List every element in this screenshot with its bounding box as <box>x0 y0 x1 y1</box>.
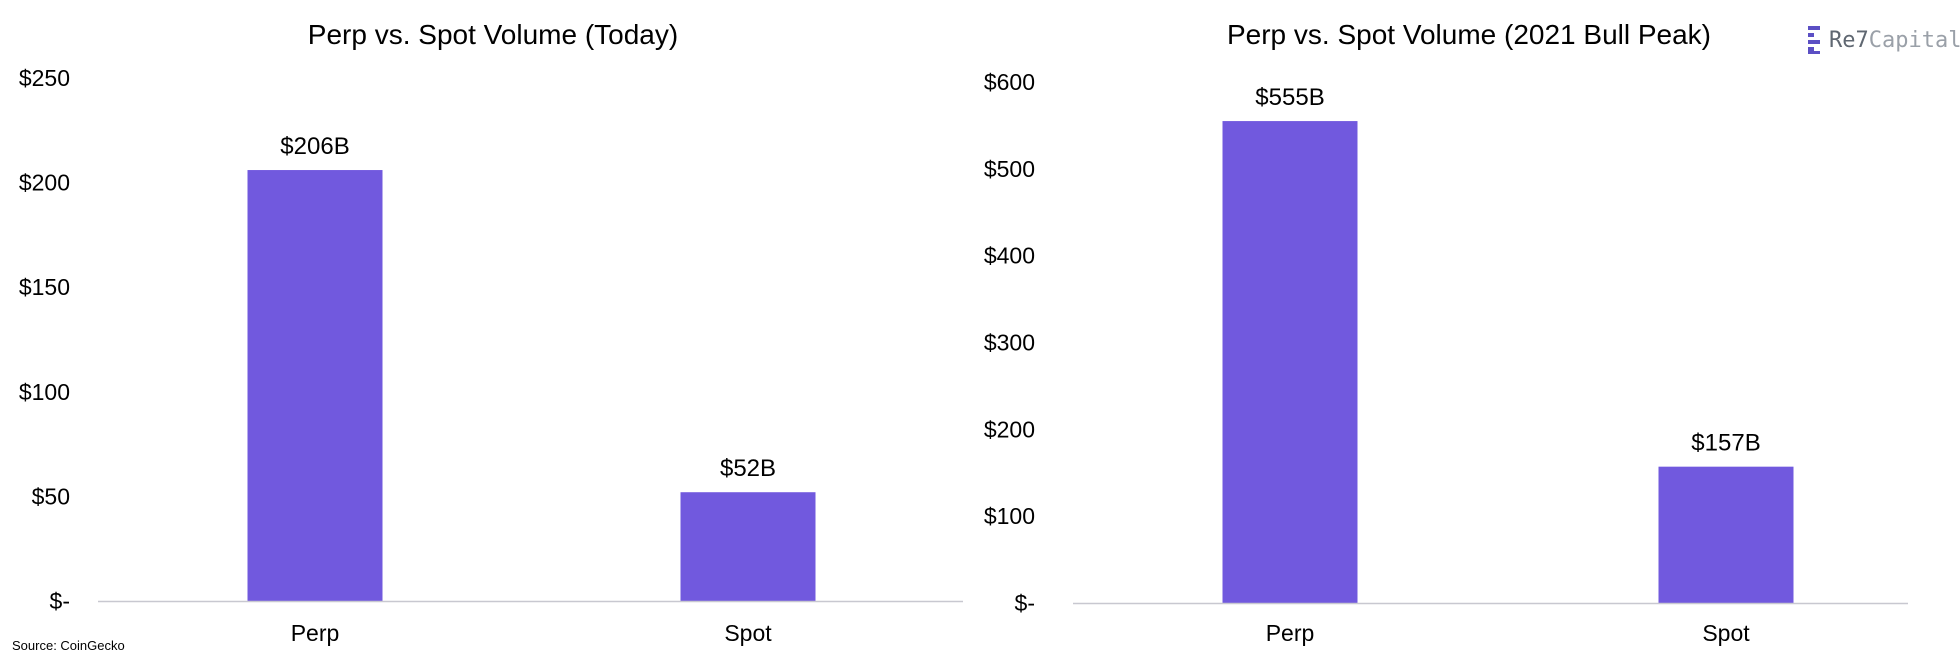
logo-text-capital: Capital <box>1868 27 1960 53</box>
brand-logo: Re7 Capital <box>1805 25 1960 55</box>
logo-text-re7: Re7 <box>1829 27 1869 53</box>
source-note: Source: CoinGecko <box>12 638 125 653</box>
chart-1-y-tick-label: $100 <box>19 379 70 405</box>
chart-2-y-tick-label: $300 <box>984 330 1035 356</box>
chart-1-y-tick-label: $50 <box>32 483 70 509</box>
chart-1-y-tick-label: $- <box>50 588 70 614</box>
chart-1-title: Perp vs. Spot Volume (Today) <box>308 19 678 50</box>
chart-2-x-tick-label: Spot <box>1702 620 1750 646</box>
chart-2-data-label: $555B <box>1255 84 1324 111</box>
chart-2-y-tick-label: $- <box>1015 590 1035 616</box>
chart-1-x-tick-label: Spot <box>724 620 772 646</box>
chart-1-y-tick-label: $200 <box>19 170 70 196</box>
chart-2-y-tick-label: $400 <box>984 243 1035 269</box>
chart-2-title: Perp vs. Spot Volume (2021 Bull Peak) <box>1227 19 1711 50</box>
chart-2-y-tick-label: $100 <box>984 503 1035 529</box>
re7-logo-icon <box>1808 26 1820 54</box>
chart-1-bar-perp <box>247 170 383 601</box>
chart-2-y-tick-label: $600 <box>984 69 1035 95</box>
chart-2-bar-spot <box>1658 466 1794 603</box>
chart-1-x-tick-label: Perp <box>291 620 340 646</box>
chart-1-data-label: $206B <box>280 133 349 160</box>
chart-1-bar-spot <box>680 492 816 601</box>
chart-2-bar-perp <box>1222 121 1358 603</box>
chart-2-y-tick-label: $200 <box>984 416 1035 442</box>
chart-2-data-label: $157B <box>1691 430 1760 457</box>
chart-2-x-tick-label: Perp <box>1266 620 1315 646</box>
chart-2-y-tick-label: $500 <box>984 156 1035 182</box>
chart-1-data-label: $52B <box>720 455 776 482</box>
chart-1-y-tick-label: $150 <box>19 274 70 300</box>
chart-1-y-tick-label: $250 <box>19 65 70 91</box>
